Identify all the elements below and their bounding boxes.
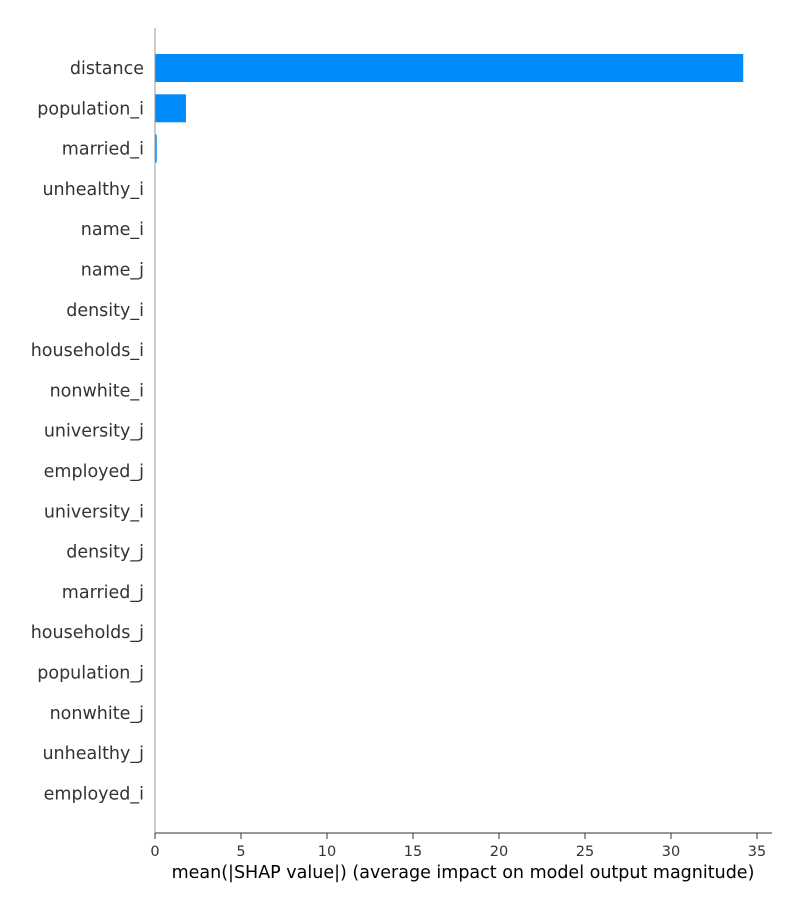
bar-married-i: [155, 134, 157, 163]
y-tick-label: university_i: [44, 502, 144, 522]
y-tick-label: households_j: [31, 623, 144, 643]
x-tick-label: 30: [662, 844, 680, 860]
x-tick-label: 35: [748, 844, 766, 860]
y-tick-label: density_i: [66, 301, 144, 321]
x-tick-label: 0: [150, 844, 159, 860]
y-tick-labels: distance population_i married_i unhealthy_i…: [31, 59, 144, 804]
x-tick-label: 5: [236, 844, 245, 860]
y-tick-label: population_j: [37, 664, 144, 684]
y-tick-label: married_i: [62, 140, 144, 160]
y-tick-label: households_i: [31, 341, 144, 361]
bars-layer: [155, 54, 744, 163]
y-tick-label: name_i: [81, 220, 144, 240]
y-tick-label: nonwhite_j: [50, 704, 144, 724]
y-tick-label: university_j: [44, 422, 144, 442]
x-ticks: 0 5 10 15 20 25 30 35: [150, 833, 766, 860]
x-tick-label: 15: [404, 844, 422, 860]
y-tick-label: density_j: [66, 543, 144, 563]
y-tick-label: nonwhite_i: [50, 381, 144, 401]
y-tick-label: distance: [70, 59, 144, 79]
y-tick-label: employed_i: [44, 784, 144, 804]
y-tick-label: name_j: [81, 261, 144, 281]
x-axis-label: mean(|SHAP value|) (average impact on mo…: [172, 863, 755, 883]
y-tick-label: married_j: [62, 583, 144, 603]
bar-population-i: [155, 94, 186, 123]
y-tick-label: unhealthy_i: [42, 180, 144, 200]
x-tick-label: 10: [318, 844, 336, 860]
x-tick-label: 25: [576, 844, 594, 860]
x-tick-label: 20: [490, 844, 508, 860]
y-tick-label: unhealthy_j: [42, 744, 144, 764]
y-tick-label: employed_j: [44, 462, 144, 482]
bar-distance: [155, 54, 744, 82]
y-tick-label: population_i: [37, 99, 144, 119]
